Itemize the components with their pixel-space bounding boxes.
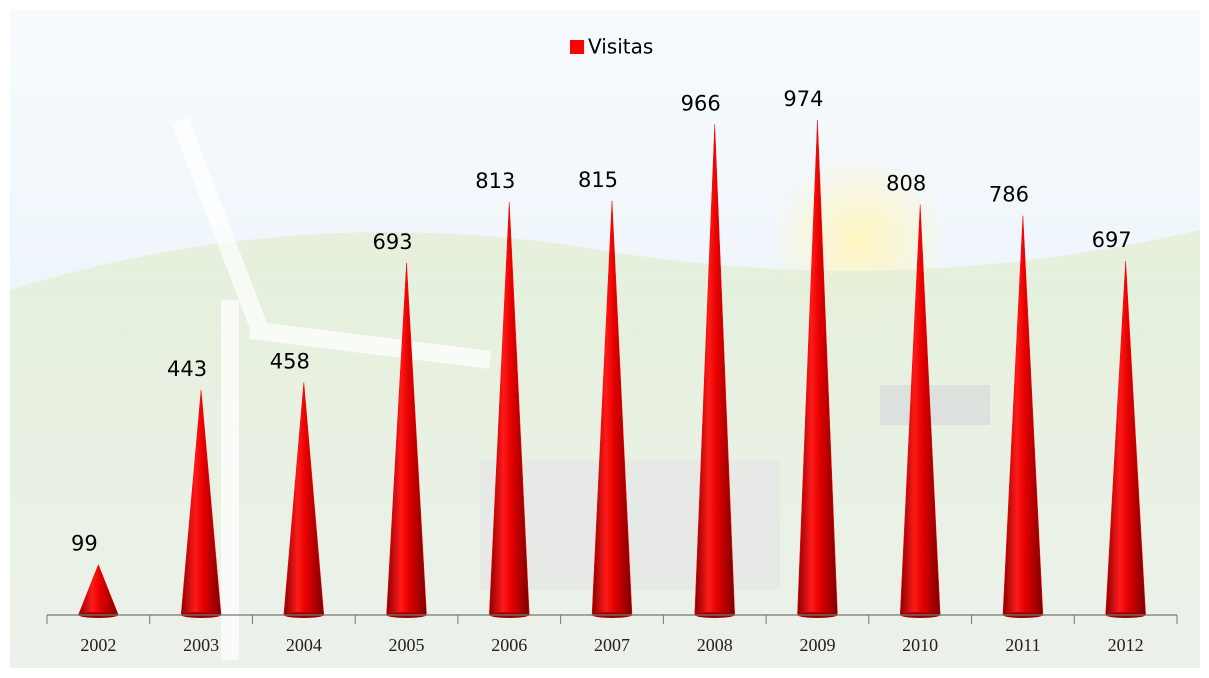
data-label: 443 — [167, 357, 207, 381]
legend-swatch — [570, 40, 584, 54]
x-tick-label: 2006 — [491, 635, 527, 655]
data-label: 786 — [989, 183, 1029, 207]
data-label: 99 — [71, 532, 98, 556]
data-label: 808 — [886, 172, 926, 196]
x-tick-label: 2005 — [389, 635, 425, 655]
x-tick-label: 2011 — [1005, 635, 1040, 655]
data-label: 966 — [681, 91, 721, 115]
x-tick-label: 2012 — [1108, 635, 1144, 655]
data-label: 974 — [783, 87, 823, 111]
data-label: 458 — [270, 349, 310, 373]
page: {"chart_data": {"type": "cone", "categor… — [0, 0, 1209, 678]
x-tick-label: 2002 — [80, 635, 116, 655]
data-label: 815 — [578, 168, 618, 192]
x-tick-label: 2009 — [799, 635, 835, 655]
data-label: 693 — [372, 230, 412, 254]
x-tick-label: 2008 — [697, 635, 733, 655]
legend-label: Visitas — [588, 35, 653, 59]
x-tick-label: 2003 — [183, 635, 219, 655]
x-tick-label: 2007 — [594, 635, 630, 655]
solar-panel — [880, 385, 990, 425]
data-label: 813 — [475, 169, 515, 193]
x-tick-label: 2004 — [286, 635, 322, 655]
data-label: 697 — [1092, 228, 1132, 252]
x-tick-label: 2010 — [902, 635, 938, 655]
chart: Visitas 2002 99 2003 443 2004 458 2005 693 2006 81… — [0, 0, 1209, 678]
